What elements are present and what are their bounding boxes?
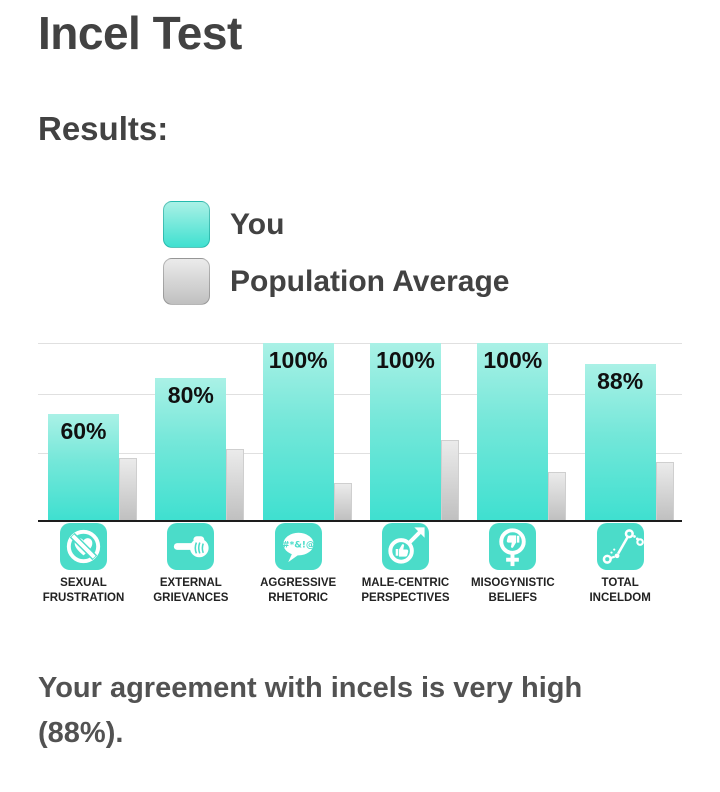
gridline-38 <box>38 452 682 454</box>
bar-value-label: 60% <box>60 417 107 444</box>
svg-text:#*&!@: #*&!@ <box>282 540 315 550</box>
bar-value-label: 88% <box>597 368 644 395</box>
category-label: TOTAL INCELDOM <box>589 577 651 604</box>
population-legend-label: Population Average <box>230 264 510 298</box>
category-label: AGGRESSIVE RHETORIC <box>260 577 337 604</box>
bar-group: 88% TOTAL INCELDOM <box>575 343 682 604</box>
population-average-bar <box>119 458 137 520</box>
category-label: SEXUAL FRUSTRATION <box>42 577 125 604</box>
results-heading: Results: <box>38 110 169 147</box>
you-bar <box>477 343 549 520</box>
bar-value-label: 100% <box>268 347 328 373</box>
chart-legend: You Population Average <box>163 201 510 315</box>
population-average-bar <box>655 461 674 520</box>
female-thumbs-down-icon <box>489 523 537 570</box>
connected-dots-icon <box>596 523 644 570</box>
bar-chart: 60% SEXUAL FRUSTRATION 80% EXTERNAL GRIEVANCE… <box>38 343 682 604</box>
x-axis-baseline <box>38 520 682 522</box>
category-label: MALE-CENTRIC PERSPECTIVES <box>361 577 450 604</box>
page-title: Incel Test <box>38 7 242 59</box>
you-bar <box>262 343 334 520</box>
bar-group: 60% SEXUAL FRUSTRATION <box>38 343 145 604</box>
bar-value-label: 100% <box>376 347 435 373</box>
you-legend-label: You <box>230 207 285 241</box>
heart-slash-icon <box>60 523 107 570</box>
you-bar <box>584 364 656 520</box>
population-average-bar <box>333 482 352 520</box>
bar-value-label: 80% <box>167 382 214 409</box>
legend-row-population: Population Average <box>163 258 510 305</box>
bar-group: 100% MISOGYNISTIC BELIEFS <box>467 343 574 604</box>
male-thumbs-up-icon <box>381 523 429 570</box>
population-average-bar <box>440 440 459 520</box>
bar-group: 100% #*&!@ AGGRESSIVE RHETORIC <box>253 343 360 604</box>
you-bar <box>369 343 441 520</box>
gridline-100 <box>38 343 682 344</box>
population-average-bar <box>226 449 245 520</box>
category-label: EXTERNAL GRIEVANCES <box>153 577 229 604</box>
bar-value-label: 100% <box>483 347 543 373</box>
bar-group: 80% EXTERNAL GRIEVANCES <box>145 343 252 604</box>
category-label: MISOGYNISTIC BELIEFS <box>470 577 555 604</box>
pointing-hand-icon <box>167 523 215 570</box>
bar-group: 100% MALE-CENTRIC PERSPECTIVES <box>360 343 467 604</box>
profanity-bubble-icon: #*&!@ <box>274 523 322 570</box>
population-average-bar <box>548 472 567 520</box>
you-bar <box>48 413 119 520</box>
population-legend-swatch <box>163 258 210 305</box>
you-bar <box>155 378 227 520</box>
you-legend-swatch <box>163 201 210 248</box>
legend-row-you: You <box>163 201 510 248</box>
gridline-71 <box>38 394 682 396</box>
summary-text: Your agreement with incels is very high … <box>38 672 583 749</box>
